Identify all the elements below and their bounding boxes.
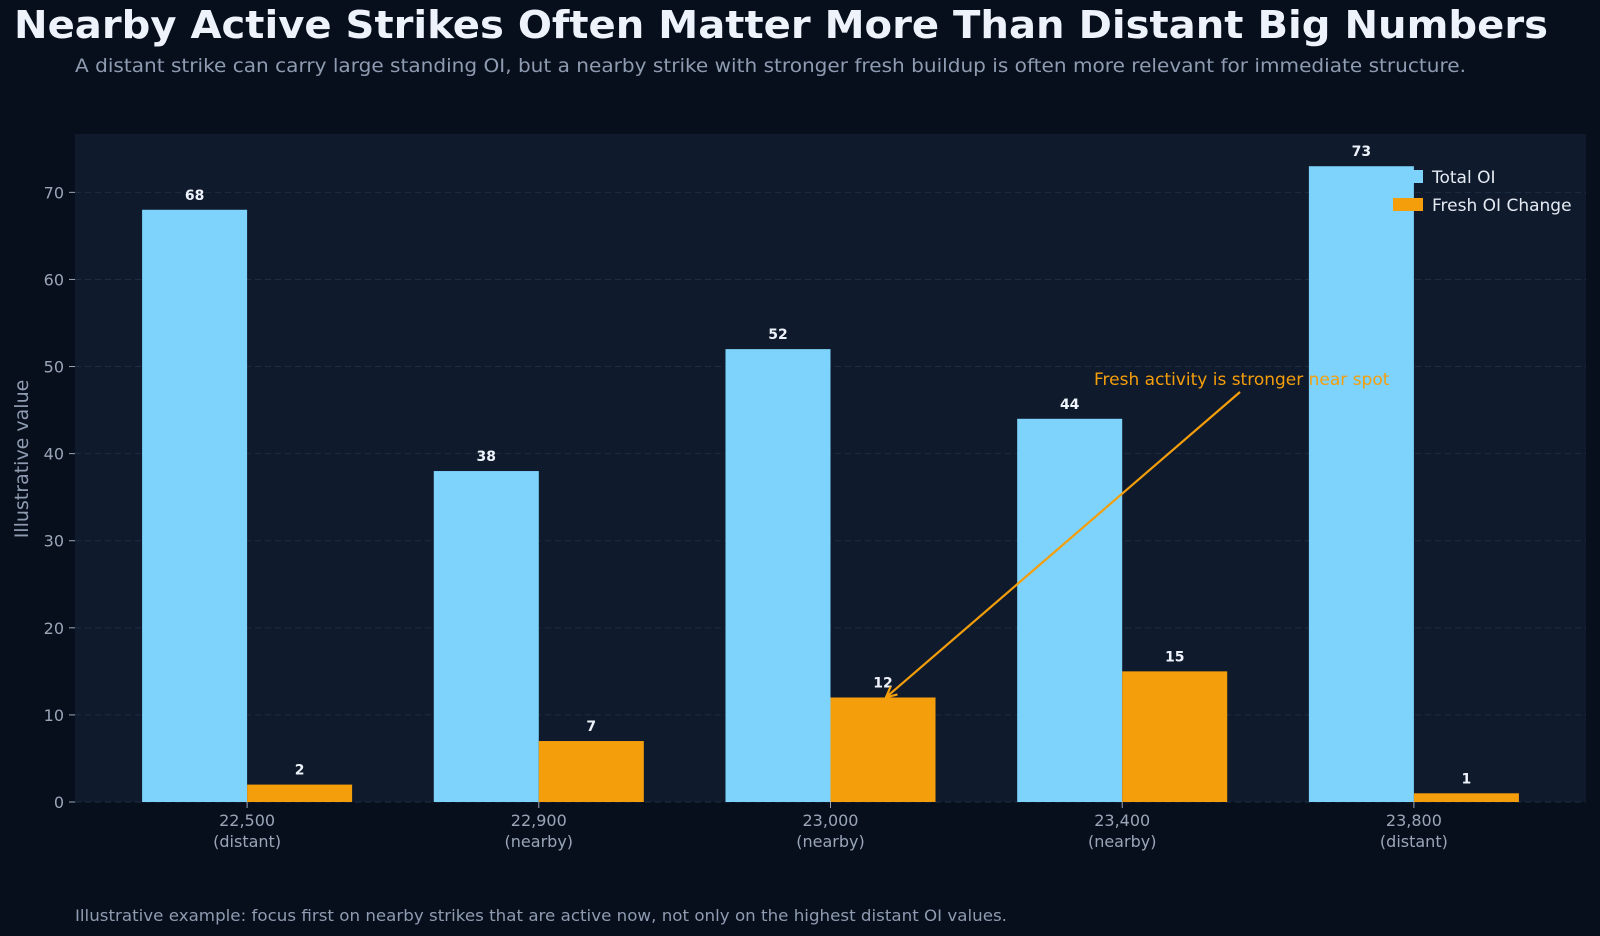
annotation: Fresh activity is stronger near spot bbox=[884, 370, 1390, 700]
y-tick-label: 40 bbox=[44, 445, 64, 464]
x-tick-label: 23,800 bbox=[1386, 811, 1442, 830]
value-label: 12 bbox=[873, 675, 892, 691]
value-label: 52 bbox=[768, 327, 787, 343]
x-tick-label: 23,400 bbox=[1094, 811, 1150, 830]
y-tick-label: 0 bbox=[54, 793, 64, 812]
bars bbox=[142, 166, 1519, 803]
bar-total-oi bbox=[433, 471, 539, 802]
bar-total-oi bbox=[1017, 418, 1123, 802]
x-tick-label: 22,900 bbox=[511, 811, 567, 830]
x-tick-label: 22,500 bbox=[219, 811, 275, 830]
bar-fresh-oi-change bbox=[247, 784, 353, 802]
value-label: 7 bbox=[586, 719, 596, 735]
x-tick-label: 23,000 bbox=[803, 811, 859, 830]
value-label: 73 bbox=[1352, 144, 1371, 160]
y-tick-label: 70 bbox=[44, 183, 64, 202]
y-tick-label: 50 bbox=[44, 358, 64, 377]
value-label: 38 bbox=[477, 449, 496, 465]
bar-fresh-oi-change bbox=[830, 697, 936, 802]
value-labels: 68 2 38 7 52 12 44 15 73 1 bbox=[185, 144, 1471, 787]
value-label: 68 bbox=[185, 188, 204, 204]
value-label: 44 bbox=[1060, 397, 1080, 413]
axes: 0 10 20 30 40 50 60 70 22,500 (distant) 22,900 (nea… bbox=[44, 183, 1448, 851]
legend: Total OI Fresh OI Change bbox=[1393, 168, 1572, 216]
chart-footer: Illustrative example: focus first on nea… bbox=[75, 906, 1007, 925]
y-tick-label: 60 bbox=[44, 270, 64, 289]
legend-label: Total OI bbox=[1431, 168, 1496, 188]
legend-label: Fresh OI Change bbox=[1432, 196, 1572, 216]
y-tick-label: 10 bbox=[44, 706, 64, 725]
annotation-arrowhead bbox=[884, 686, 898, 700]
y-tick-label: 30 bbox=[44, 532, 64, 551]
x-tick-label: (nearby) bbox=[796, 832, 864, 851]
bar-fresh-oi-change bbox=[538, 741, 644, 802]
annotation-arrow bbox=[885, 391, 1241, 699]
bar-fresh-oi-change bbox=[1413, 793, 1519, 802]
annotation-text: Fresh activity is stronger near spot bbox=[1094, 370, 1390, 390]
bar-fresh-oi-change bbox=[1122, 671, 1228, 802]
bar-total-oi bbox=[1308, 166, 1414, 802]
x-tick-label: (distant) bbox=[1380, 832, 1448, 851]
y-axis-label: Illustrative value bbox=[11, 380, 33, 539]
bar-total-oi bbox=[142, 209, 248, 803]
value-label: 2 bbox=[295, 763, 305, 779]
value-label: 1 bbox=[1462, 771, 1472, 787]
x-tick-label: (distant) bbox=[213, 832, 281, 851]
value-label: 15 bbox=[1165, 649, 1184, 665]
x-tick-label: (nearby) bbox=[1088, 832, 1156, 851]
legend-swatch bbox=[1393, 170, 1423, 183]
x-tick-label: (nearby) bbox=[505, 832, 573, 851]
bar-total-oi bbox=[725, 349, 831, 802]
chart-subtitle: A distant strike can carry large standin… bbox=[75, 55, 1466, 77]
chart-title: Nearby Active Strikes Often Matter More … bbox=[14, 3, 1548, 47]
legend-swatch bbox=[1393, 198, 1423, 211]
y-tick-label: 20 bbox=[44, 619, 64, 638]
